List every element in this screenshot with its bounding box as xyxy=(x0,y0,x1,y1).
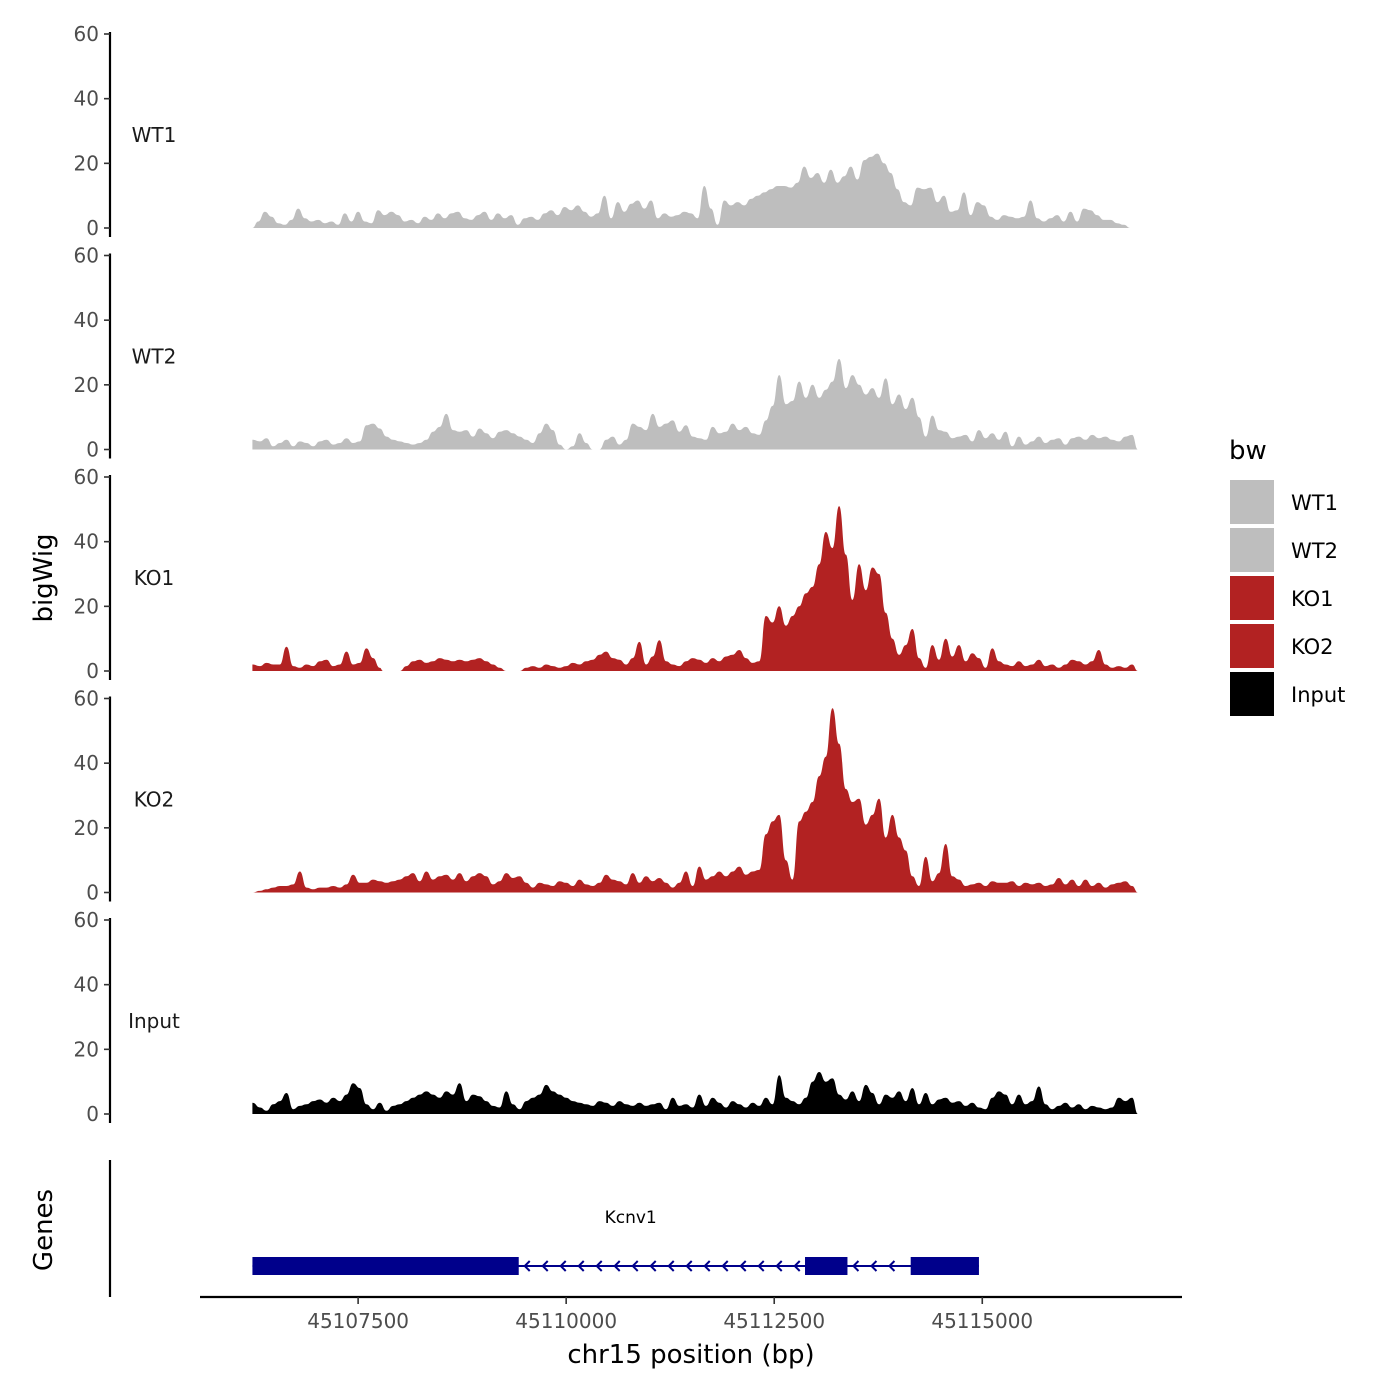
y-tick-label: 20 xyxy=(74,373,99,397)
legend-label: KO1 xyxy=(1291,587,1334,611)
track-wt2: 0 20 40 60 WT2 xyxy=(74,244,1138,462)
track-label: KO2 xyxy=(134,788,175,812)
strand-arrow xyxy=(613,1260,621,1272)
legend-swatch xyxy=(1230,528,1274,572)
y-tick-label: 20 xyxy=(74,594,99,618)
strand-arrow xyxy=(523,1260,531,1272)
legend-item-wt1: WT1 xyxy=(1230,480,1338,524)
legend-item-ko1: KO1 xyxy=(1230,576,1334,620)
legend-swatch xyxy=(1230,624,1274,668)
strand-arrow xyxy=(577,1260,585,1272)
y-tick-label: 60 xyxy=(74,244,99,268)
x-tick-label: 45115000 xyxy=(931,1309,1033,1333)
track-label: WT2 xyxy=(132,345,177,369)
strand-arrow xyxy=(775,1260,783,1272)
x-tick-label: 45110000 xyxy=(515,1309,617,1333)
y-tick-label: 20 xyxy=(74,151,99,175)
x-tick-label: 45107500 xyxy=(307,1309,409,1333)
signal-area-wt2 xyxy=(252,359,1138,450)
y-tick-label: 40 xyxy=(74,308,99,332)
track-label: WT1 xyxy=(132,123,177,147)
y-tick-label: 40 xyxy=(74,973,99,997)
y-tick-label: 40 xyxy=(74,530,99,554)
signal-area-wt1 xyxy=(252,153,1131,228)
y-tick-label: 60 xyxy=(74,465,99,489)
signal-area-ko1 xyxy=(252,506,1138,671)
y-tick-label: 60 xyxy=(74,908,99,932)
strand-arrow xyxy=(852,1260,860,1272)
gene-exon xyxy=(805,1257,848,1275)
strand-arrow xyxy=(793,1260,801,1272)
signal-tracks: 0 20 40 60 WT1 0 20 40 60 WT2 0 20 40 60 KO1 0 20 40 60 KO2… xyxy=(74,22,1138,1126)
track-label: Input xyxy=(128,1009,180,1033)
strand-arrow xyxy=(685,1260,693,1272)
legend-swatch xyxy=(1230,672,1274,716)
y-tick-label: 0 xyxy=(86,881,99,905)
genes-axis-title: Genes xyxy=(29,1189,59,1271)
strand-arrow xyxy=(631,1260,639,1272)
y-tick-label: 60 xyxy=(74,22,99,46)
legend-swatch xyxy=(1230,480,1274,524)
track-label: KO1 xyxy=(134,566,175,590)
strand-arrow xyxy=(703,1260,711,1272)
strand-arrow xyxy=(667,1260,675,1272)
y-tick-label: 20 xyxy=(74,816,99,840)
track-ko2: 0 20 40 60 KO2 xyxy=(74,687,1138,905)
legend-title: bw xyxy=(1229,436,1267,466)
y-tick-label: 40 xyxy=(74,751,99,775)
x-axis-title: chr15 position (bp) xyxy=(567,1340,814,1370)
legend-item-ko2: KO2 xyxy=(1230,624,1334,668)
y-tick-label: 60 xyxy=(74,687,99,711)
y-tick-label: 0 xyxy=(86,659,99,683)
legend-label: KO2 xyxy=(1291,635,1334,659)
strand-arrow xyxy=(559,1260,567,1272)
strand-arrow xyxy=(541,1260,549,1272)
y-tick-label: 40 xyxy=(74,87,99,111)
strand-arrow xyxy=(595,1260,603,1272)
legend-label: WT1 xyxy=(1291,491,1338,515)
legend-item-wt2: WT2 xyxy=(1230,528,1338,572)
gene-exon xyxy=(252,1257,519,1275)
legend-item-input: Input xyxy=(1230,672,1345,716)
gene-exon xyxy=(910,1257,979,1275)
legend: bw WT1 WT2 KO1 KO2 Input xyxy=(1229,436,1345,716)
legend-label: WT2 xyxy=(1291,539,1338,563)
strand-arrow xyxy=(649,1260,657,1272)
strand-arrow xyxy=(888,1260,896,1272)
strand-arrow xyxy=(870,1260,878,1272)
y-tick-label: 20 xyxy=(74,1037,99,1061)
legend-swatch xyxy=(1230,576,1274,620)
strand-arrow xyxy=(739,1260,747,1272)
y-tick-label: 0 xyxy=(86,216,99,240)
y-tick-label: 0 xyxy=(86,438,99,462)
legend-label: Input xyxy=(1291,683,1345,707)
gene-name: Kcnv1 xyxy=(605,1208,657,1228)
x-tick-label: 45112500 xyxy=(723,1309,825,1333)
strand-arrow xyxy=(721,1260,729,1272)
signal-area-input xyxy=(252,1072,1138,1114)
y-tick-label: 0 xyxy=(86,1102,99,1126)
signal-area-ko2 xyxy=(252,708,1138,893)
y-axis-title: bigWig xyxy=(29,533,59,622)
strand-arrow xyxy=(757,1260,765,1272)
gene-track: Kcnv1 xyxy=(108,1160,979,1297)
track-wt1: 0 20 40 60 WT1 xyxy=(74,22,1131,240)
track-input: 0 20 40 60 Input xyxy=(74,908,1138,1126)
track-ko1: 0 20 40 60 KO1 xyxy=(74,465,1138,683)
x-axis: 45107500 45110000 45112500 45115000 xyxy=(200,1295,1182,1333)
